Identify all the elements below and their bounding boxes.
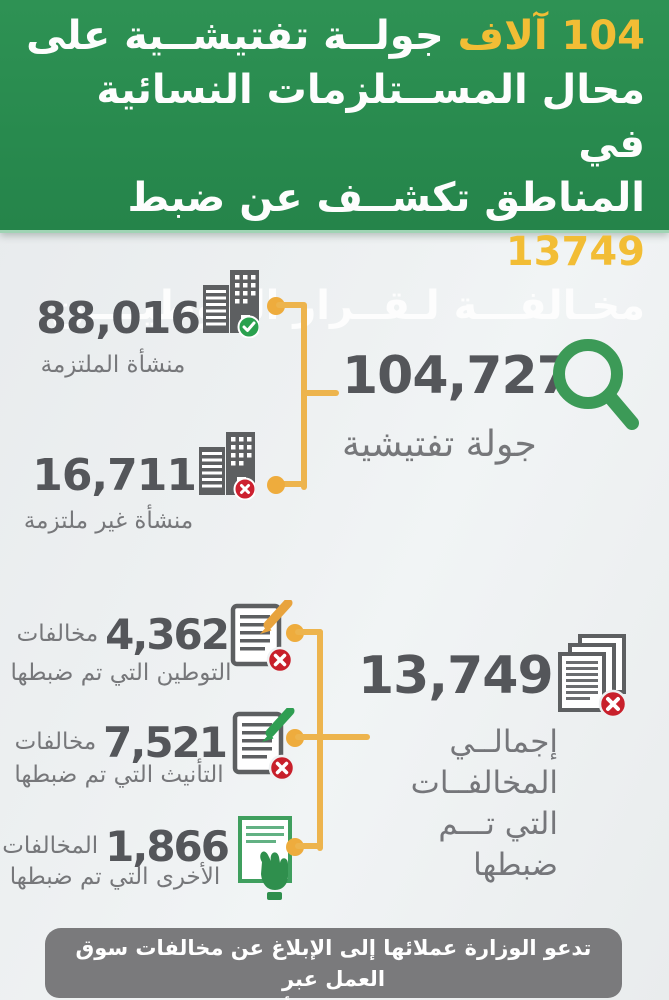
connector-line bbox=[301, 390, 339, 396]
building-with-check-icon bbox=[203, 270, 259, 338]
feminization-violations-word: مخالفات bbox=[14, 729, 97, 755]
pencil-icon bbox=[265, 708, 295, 738]
feminization-violations-label: التأنيث التي تم ضبطها bbox=[14, 762, 224, 788]
inspections-total-label: جولة تفتيشية bbox=[342, 424, 537, 465]
document-pencil-x-icon bbox=[230, 600, 294, 674]
check-icon bbox=[242, 321, 256, 332]
compliant-label: منشأة الملتزمة bbox=[40, 352, 186, 378]
headline-highlight-13749: 13749 bbox=[505, 229, 645, 275]
headline-line1-text: جولــة تفتيشــية على bbox=[26, 13, 444, 59]
other-violations-word: المخالفات bbox=[2, 833, 99, 859]
headline-line2: محال المســتلزمات النسائية في bbox=[96, 67, 645, 167]
x-icon bbox=[606, 697, 620, 711]
headline-line1: 104 آلاف جولــة تفتيشــية على bbox=[16, 9, 645, 63]
violation-row: 7,521 مخالفات bbox=[14, 718, 228, 767]
violation-row: 4,362 مخالفات bbox=[16, 610, 230, 659]
connector-line bbox=[317, 629, 323, 851]
towteen-violations-count: 4,362 bbox=[105, 610, 230, 659]
connector-line bbox=[295, 843, 323, 849]
connector-line bbox=[295, 734, 370, 740]
footer-line1: تدعو الوزارة عملائها إلى الإبلاغ عن مخال… bbox=[75, 936, 592, 991]
footer-note: تدعو الوزارة عملائها إلى الإبلاغ عن مخال… bbox=[45, 928, 622, 1000]
compliant-count: 88,016 bbox=[36, 293, 201, 344]
headline-line3: المناطق تكشــف عن ضبط 13749 bbox=[16, 171, 646, 279]
non-compliant-label: منشأة غير ملتزمة bbox=[23, 508, 194, 534]
headline-line3-text: المناطق تكشــف عن ضبط bbox=[127, 175, 646, 221]
connector-line bbox=[295, 629, 323, 635]
inspections-total-count: 104,727 bbox=[342, 346, 573, 406]
violation-row: 1,866 المخالفات bbox=[2, 822, 230, 871]
towteen-violations-label: التوطين التي تم ضبطها bbox=[10, 660, 232, 686]
connector-line bbox=[301, 302, 307, 490]
violations-total-label-line2: التي تـــم ضبطها bbox=[438, 806, 558, 883]
header-banner: 104 آلاف جولــة تفتيشــية على محال المسـ… bbox=[0, 0, 669, 329]
stacked-documents-x-icon bbox=[558, 634, 628, 719]
headline-line4: مخـالفـــة لـقــرار الـتوطيــــن bbox=[50, 283, 645, 329]
violations-total-label: إجمالــي المخالفــات التي تـــم ضبطها bbox=[352, 722, 558, 886]
feminization-violations-count: 7,521 bbox=[103, 718, 228, 767]
violations-total-count: 13,749 bbox=[358, 646, 554, 706]
magnifier-icon bbox=[553, 339, 639, 430]
other-violations-count: 1,866 bbox=[105, 822, 230, 871]
headline-highlight-104k: 104 آلاف bbox=[457, 13, 645, 59]
towteen-violations-word: مخالفات bbox=[16, 621, 99, 647]
document-pencil-x-icon bbox=[232, 708, 296, 782]
connector-dot bbox=[267, 476, 285, 494]
footer-line2: الاتصال على الرقــم (19911)، أو من خلال … bbox=[45, 995, 622, 1000]
x-icon bbox=[273, 653, 287, 667]
connector-line bbox=[276, 302, 306, 308]
document-in-hand-icon bbox=[238, 816, 292, 900]
non-compliant-count: 16,711 bbox=[32, 450, 197, 501]
other-violations-label: الأخرى التي تم ضبطها bbox=[9, 864, 221, 890]
hand-icon bbox=[260, 851, 288, 890]
connector-line bbox=[276, 481, 306, 487]
x-icon bbox=[275, 761, 289, 775]
violations-total-label-line1: إجمالــي المخالفــات bbox=[410, 724, 558, 801]
pencil-icon bbox=[263, 600, 293, 630]
x-icon bbox=[240, 484, 250, 494]
building-with-x-icon bbox=[199, 432, 255, 500]
